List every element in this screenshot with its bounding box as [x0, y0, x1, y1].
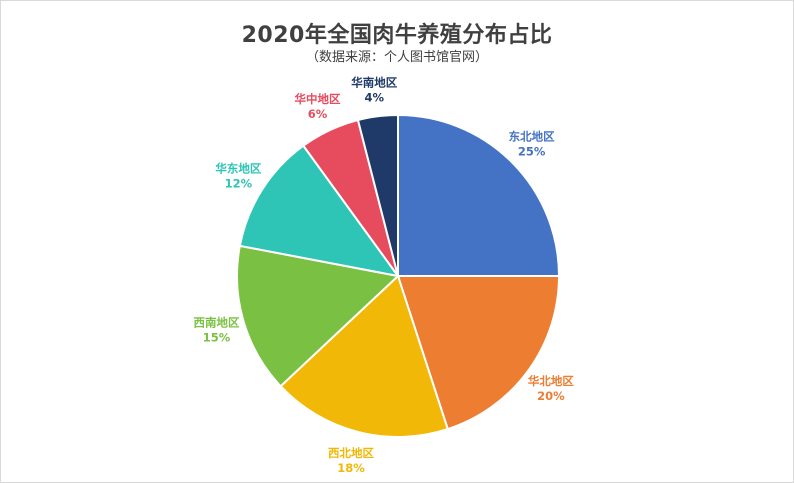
slice-label-percent: 20% — [537, 389, 565, 403]
slice-label-name: 华南地区 — [351, 75, 397, 89]
slice-label-name: 西南地区 — [194, 316, 240, 330]
pie-slice-西北地区 — [279, 274, 450, 438]
slice-label-name: 华北地区 — [528, 374, 574, 388]
chart-subtitle: （数据来源：个人图书馆官网） — [305, 50, 488, 65]
pie-slice-华南地区 — [356, 113, 399, 277]
pie-slice-华北地区 — [396, 275, 561, 431]
slice-label-name: 西北地区 — [328, 446, 374, 460]
slice-label-percent: 4% — [365, 90, 385, 104]
pie-slice-华东地区 — [238, 144, 401, 278]
pie-slice-西南地区 — [236, 244, 401, 388]
slice-label-percent: 12% — [225, 177, 253, 191]
slice-label-name: 华中地区 — [295, 92, 341, 106]
slice-label-percent: 18% — [337, 461, 365, 475]
slice-label-percent: 15% — [203, 331, 231, 345]
slice-label-percent: 6% — [308, 107, 328, 121]
slice-label-name: 东北地区 — [509, 129, 555, 143]
slice-label-name: 华东地区 — [215, 162, 261, 176]
pie-slice-东北地区 — [397, 113, 561, 277]
chart-title: 2020年全国肉牛养殖分布占比 — [241, 23, 553, 48]
slice-label-percent: 25% — [518, 144, 546, 158]
